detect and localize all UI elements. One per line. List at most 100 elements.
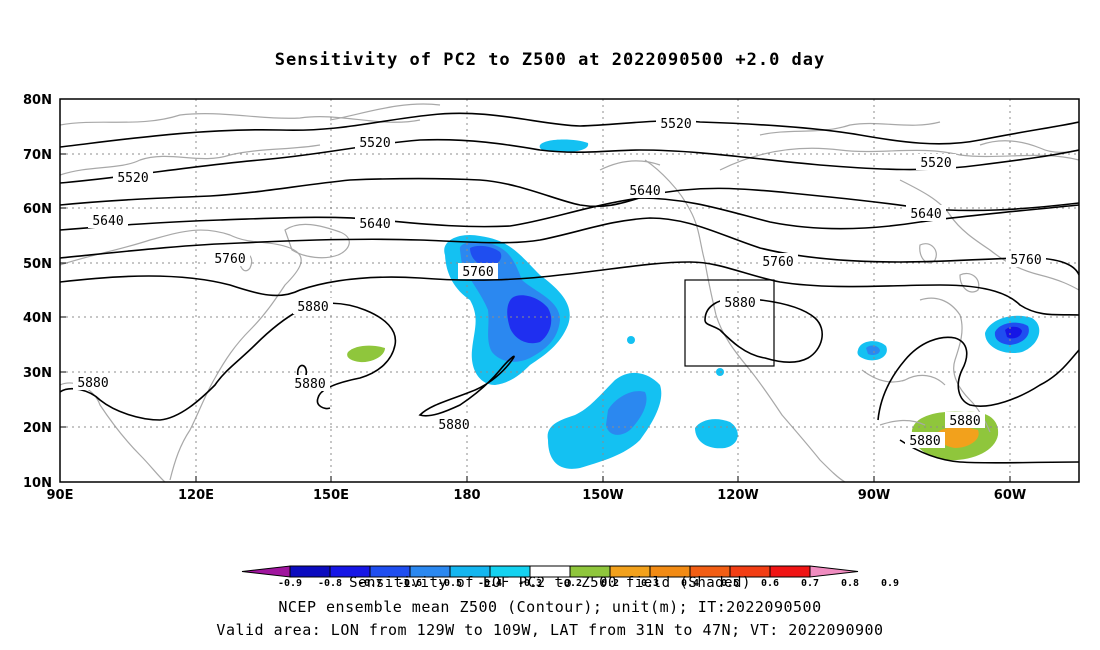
contour-label: 5640 — [910, 207, 941, 222]
lon-tick-label: 150W — [582, 488, 623, 503]
contour-label-bg — [905, 432, 945, 448]
contour-5520-north — [60, 112, 1079, 148]
shade-pacific-strong — [507, 295, 552, 344]
contour-5760-south — [60, 261, 1079, 316]
colorbar-tick-label: 0.4 — [681, 578, 699, 589]
lat-tick-label: 80N — [23, 93, 52, 108]
caption-valid-area: Valid area: LON from 129W to 109W, LAT f… — [216, 621, 884, 639]
contour-5760-north — [60, 217, 1079, 276]
contour-label: 5880 — [297, 300, 328, 315]
colorbar-tick-label: 0.6 — [761, 578, 779, 589]
contour-label: 5760 — [762, 255, 793, 270]
contour-label-bg — [916, 154, 956, 170]
figure-title: Sensitivity of PC2 to Z500 at 2022090500… — [274, 50, 826, 70]
lon-tick-label: 180 — [453, 488, 480, 503]
contour-label-bg — [293, 298, 333, 314]
shade-small-dot — [627, 336, 635, 344]
colorbar-tick-label: 0.2 — [601, 578, 619, 589]
contour-label-bg — [945, 412, 985, 428]
lat-tick-label: 60N — [23, 202, 52, 217]
colorbar-tick-label: 0.9 — [881, 578, 899, 589]
contour-label: 5880 — [909, 434, 940, 449]
contour-label: 5520 — [920, 156, 951, 171]
lat-tick-label: 40N — [23, 311, 52, 326]
colorbar-tick-label: -0.6 — [398, 578, 422, 589]
contour-5880-tail — [418, 355, 515, 417]
shade-subtropic-weak — [547, 372, 662, 469]
caption-contour: NCEP ensemble mean Z500 (Contour); unit(… — [278, 598, 822, 616]
shade-west-pacific-pos — [347, 345, 385, 363]
colorbar-tick-label: -0.9 — [278, 578, 302, 589]
contour-label-bg — [434, 416, 474, 432]
shade-atlantic-strong — [1005, 326, 1022, 339]
colorbar: -0.9 -0.8 -0.7 -0.6 -0.5 -0.4 -0.3 -0.2 0.2 0.3 0.… — [241, 565, 899, 589]
contour-label-bg — [88, 212, 128, 228]
contour-label: 5640 — [629, 184, 660, 199]
contour-label: 5880 — [724, 296, 755, 311]
contour-label-bg — [73, 374, 113, 390]
contour-label: 5520 — [660, 117, 691, 132]
shade-subtropic-medium — [606, 391, 647, 435]
colorbar-tick-label: -0.8 — [318, 578, 342, 589]
contour-label-bg — [355, 134, 395, 150]
contour-label-bg — [758, 253, 798, 269]
contour-label-bg — [210, 250, 250, 266]
contour-label-bg — [906, 205, 946, 221]
contour-5640-north — [60, 177, 1079, 212]
contour-label-bg — [113, 169, 153, 185]
shade-east-pacific — [695, 419, 738, 449]
contour-label-bg — [1006, 251, 1046, 267]
colorbar-tick-label: -0.5 — [438, 578, 462, 589]
contour-lines — [60, 112, 1079, 464]
colorbar-tick-label: 0.8 — [841, 578, 859, 589]
valid-area-box — [684, 279, 775, 367]
shade-pacific-top — [470, 245, 502, 266]
lon-tick-label: 120W — [717, 488, 758, 503]
contour-label: 5640 — [92, 214, 123, 229]
lon-tick-label: 90W — [858, 488, 890, 503]
contour-5880-main — [60, 302, 397, 421]
contour-label-bg — [290, 375, 330, 391]
contour-label-bg — [458, 263, 498, 279]
colorbar-tick-label: -0.4 — [478, 578, 502, 589]
colorbar-tick-label: -0.7 — [358, 578, 382, 589]
latitude-axis: 80N 70N 60N 50N 40N 30N 20N 10N — [23, 93, 66, 491]
lat-tick-label: 70N — [23, 148, 52, 163]
contour-label-bg — [625, 182, 665, 198]
contour-label: 5640 — [359, 217, 390, 232]
lon-tick-label: 60W — [994, 488, 1026, 503]
colorbar-tick-label: -0.2 — [558, 578, 582, 589]
contour-5640-south — [60, 197, 1079, 231]
colorbar-tick-label: -0.3 — [518, 578, 542, 589]
shade-arctic — [539, 139, 589, 153]
contour-label: 5520 — [359, 136, 390, 151]
contour-label-layer: 5520 5520 5520 5520 5640 5640 5640 5640 5760 5760… — [73, 115, 1046, 449]
contour-label: 5760 — [1010, 253, 1041, 268]
lon-tick-label: 90E — [47, 488, 74, 503]
contour-label: 5880 — [438, 418, 469, 433]
lon-tick-label: 150E — [313, 488, 349, 503]
contour-label: 5880 — [294, 377, 325, 392]
lat-tick-label: 30N — [23, 366, 52, 381]
contour-5880-atlantic — [877, 336, 1079, 421]
contour-label: 5520 — [117, 171, 148, 186]
lon-tick-label: 120E — [178, 488, 214, 503]
longitude-axis: 90E 120E 150E 180 150W 120W 90W 60W — [47, 476, 1026, 503]
lat-tick-label: 10N — [23, 476, 52, 491]
contour-label-bg — [656, 115, 696, 131]
colorbar-tick-label: 0.3 — [641, 578, 659, 589]
colorbar-high-triangle — [809, 565, 859, 578]
contour-label-bg — [355, 215, 395, 231]
coastline-layer — [60, 103, 1079, 482]
contour-label: 5880 — [77, 376, 108, 391]
caption-shading: Sensitivity of EOF PC2 to Z500 field (Sh… — [349, 575, 751, 591]
contour-label: 5880 — [949, 414, 980, 429]
contour-5880-south — [899, 439, 1079, 464]
lat-tick-label: 50N — [23, 257, 52, 272]
contour-label: 5760 — [214, 252, 245, 267]
shade-gulf-strong — [866, 345, 880, 355]
shade-caribbean-orange — [937, 427, 979, 448]
lat-tick-label: 20N — [23, 421, 52, 436]
colorbar-tick-label: 0.5 — [721, 578, 739, 589]
